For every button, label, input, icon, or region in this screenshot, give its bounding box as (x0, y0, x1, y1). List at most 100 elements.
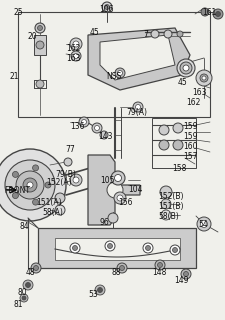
Text: 148: 148 (151, 268, 166, 277)
Circle shape (183, 271, 188, 276)
Circle shape (180, 269, 190, 279)
Circle shape (142, 243, 152, 253)
Text: 25: 25 (14, 8, 24, 17)
Polygon shape (55, 238, 179, 260)
Circle shape (195, 70, 211, 86)
Circle shape (150, 30, 158, 38)
Circle shape (160, 210, 170, 220)
Circle shape (73, 177, 79, 183)
Circle shape (12, 172, 18, 177)
Circle shape (172, 123, 182, 133)
Text: 149: 149 (173, 276, 188, 285)
Circle shape (200, 220, 207, 228)
Text: 162: 162 (185, 98, 200, 107)
Circle shape (37, 26, 42, 30)
Text: 53: 53 (88, 290, 97, 299)
Circle shape (159, 186, 171, 198)
Text: 80: 80 (18, 288, 27, 297)
Circle shape (132, 102, 142, 112)
Circle shape (23, 178, 37, 192)
Circle shape (99, 131, 108, 139)
Text: 79(A): 79(A) (126, 108, 146, 117)
Text: 161: 161 (201, 8, 215, 17)
Circle shape (169, 245, 179, 255)
Circle shape (172, 247, 177, 252)
Circle shape (117, 195, 122, 201)
Circle shape (70, 38, 82, 50)
Circle shape (158, 140, 168, 150)
Circle shape (215, 12, 220, 17)
Text: 96: 96 (99, 218, 109, 227)
Text: 105: 105 (99, 176, 114, 185)
Circle shape (160, 199, 170, 209)
Circle shape (33, 266, 38, 270)
Text: NSS: NSS (106, 72, 121, 81)
Circle shape (163, 30, 171, 38)
Text: 156: 156 (117, 198, 132, 207)
Text: 106: 106 (99, 5, 113, 14)
Circle shape (201, 76, 205, 80)
Circle shape (23, 280, 33, 290)
Circle shape (70, 174, 82, 186)
Circle shape (16, 171, 44, 199)
Circle shape (117, 263, 126, 273)
Circle shape (81, 119, 86, 124)
Polygon shape (34, 35, 46, 55)
Polygon shape (38, 228, 195, 268)
Text: 162: 162 (66, 44, 80, 53)
Circle shape (79, 117, 89, 127)
Circle shape (135, 105, 140, 109)
Circle shape (182, 65, 188, 71)
Circle shape (64, 158, 72, 166)
Text: 45: 45 (90, 28, 99, 37)
Text: 159: 159 (182, 132, 197, 141)
Text: 151(A): 151(A) (36, 198, 61, 207)
Circle shape (117, 70, 122, 76)
Text: 7: 7 (142, 30, 147, 39)
Circle shape (196, 217, 210, 231)
Circle shape (32, 199, 38, 205)
Circle shape (113, 192, 126, 204)
Text: 84: 84 (20, 222, 29, 231)
Bar (18, 12, 209, 117)
Circle shape (27, 182, 33, 188)
Circle shape (105, 241, 115, 251)
Text: 54: 54 (197, 220, 207, 229)
Circle shape (157, 262, 162, 268)
Text: 158: 158 (171, 164, 186, 173)
Circle shape (176, 31, 182, 37)
Circle shape (94, 285, 105, 295)
Circle shape (110, 171, 124, 185)
Text: 143: 143 (98, 132, 112, 141)
Circle shape (25, 283, 30, 287)
Circle shape (119, 266, 124, 270)
Circle shape (32, 165, 38, 171)
Circle shape (71, 51, 81, 61)
Circle shape (179, 62, 191, 74)
Circle shape (172, 140, 182, 150)
Circle shape (73, 41, 79, 47)
Circle shape (97, 287, 102, 292)
Text: 152(A): 152(A) (46, 178, 71, 187)
Text: 58(B): 58(B) (157, 212, 178, 221)
Text: 163: 163 (191, 88, 206, 97)
Circle shape (101, 2, 112, 12)
Text: 88: 88 (112, 268, 121, 277)
Bar (151, 118, 195, 168)
Circle shape (176, 59, 194, 77)
Polygon shape (99, 35, 174, 80)
Text: 79(B): 79(B) (55, 170, 76, 179)
Circle shape (115, 68, 124, 78)
Text: 157: 157 (182, 152, 197, 161)
Text: 58(A): 58(A) (42, 208, 63, 217)
Text: 45: 45 (177, 78, 187, 87)
Circle shape (212, 9, 222, 19)
Circle shape (55, 193, 65, 203)
Circle shape (104, 4, 109, 10)
Circle shape (0, 149, 66, 221)
Circle shape (20, 294, 28, 302)
Circle shape (36, 41, 44, 49)
Circle shape (94, 125, 99, 131)
Circle shape (31, 263, 41, 273)
Text: 151(B): 151(B) (157, 202, 183, 211)
